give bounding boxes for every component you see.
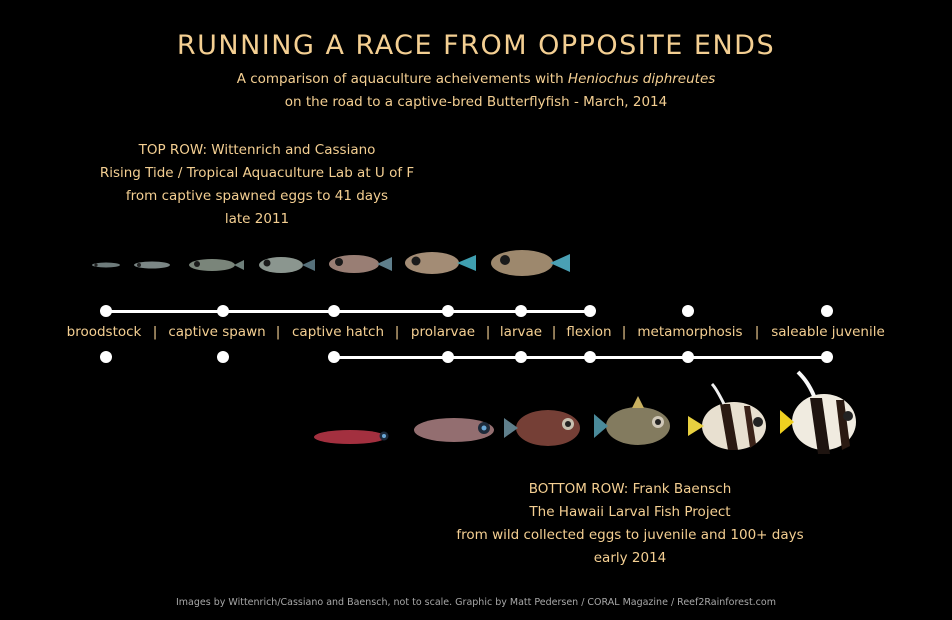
image-credit: Images by Wittenrich/Cassiano and Baensc… xyxy=(176,597,776,608)
top-dot-metamorphosis xyxy=(682,305,694,317)
stage-prolarvae: prolarvae xyxy=(410,324,476,340)
bottom-dot-broodstock xyxy=(100,351,112,363)
stage-larvae: larvae xyxy=(499,324,543,340)
top-dot-captive-spawn xyxy=(217,305,229,317)
top-dot-flexion xyxy=(584,305,596,317)
bottom-fish-5-image xyxy=(688,382,766,450)
top-dot-captive-hatch xyxy=(328,305,340,317)
bottom-caption-line-1: BOTTOM ROW: Frank Baensch xyxy=(528,481,732,497)
stage-separator: | xyxy=(152,324,158,340)
bottom-dot-prolarvae xyxy=(442,351,454,363)
top-fish-5-image xyxy=(329,255,392,273)
stage-separator: | xyxy=(551,324,557,340)
subtitle: A comparison of aquaculture acheivements… xyxy=(0,68,952,114)
stage-separator: | xyxy=(394,324,400,340)
bottom-dot-saleable-juvenile xyxy=(821,351,833,363)
top-fish-6-image xyxy=(405,252,476,274)
stage-captive-hatch: captive hatch xyxy=(292,324,384,340)
top-fish-4-image xyxy=(259,257,315,273)
stage-saleable-juvenile: saleable juvenile xyxy=(771,324,885,340)
stage-labels: broodstock | captive spawn | captive hat… xyxy=(0,324,952,344)
bottom-caption-line-4: early 2014 xyxy=(593,550,667,566)
bottom-dot-larvae xyxy=(515,351,527,363)
bottom-dot-captive-hatch xyxy=(328,351,340,363)
stage-separator: | xyxy=(275,324,281,340)
top-fish-2-image xyxy=(134,261,170,269)
species-name: Heniochus diphreutes xyxy=(567,71,716,87)
stage-captive-spawn: captive spawn xyxy=(168,324,266,340)
stage-metamorphosis: metamorphosis xyxy=(637,324,743,340)
top-fish-7-image xyxy=(491,250,570,276)
subtitle-line-1: A comparison of aquaculture acheivements… xyxy=(0,68,952,91)
subtitle-prefix: A comparison of aquaculture acheivements… xyxy=(236,71,568,87)
bottom-fish-1-image xyxy=(314,430,389,444)
stage-separator: | xyxy=(754,324,760,340)
top-fish-1-image xyxy=(92,262,120,268)
top-row-caption: TOP ROW: Wittenrich and Cassiano Rising … xyxy=(72,139,442,231)
bottom-fish-6-image xyxy=(780,370,856,454)
bottom-dot-captive-spawn xyxy=(217,351,229,363)
top-caption-line-1: TOP ROW: Wittenrich and Cassiano xyxy=(138,142,376,158)
top-caption-line-2: Rising Tide / Tropical Aquaculture Lab a… xyxy=(99,165,415,181)
top-caption-line-4: late 2011 xyxy=(224,211,290,227)
top-dot-saleable-juvenile xyxy=(821,305,833,317)
top-fish-3-image xyxy=(189,259,244,271)
subtitle-line-2: on the road to a captive-bred Butterflyf… xyxy=(284,94,668,110)
page-title: RUNNING A RACE FROM OPPOSITE ENDS xyxy=(176,30,776,61)
bottom-fish-3-image xyxy=(504,410,580,446)
top-caption-line-3: from captive spawned eggs to 41 days xyxy=(125,188,389,204)
stage-separator: | xyxy=(621,324,627,340)
bottom-row-caption: BOTTOM ROW: Frank Baensch The Hawaii Lar… xyxy=(430,478,830,570)
bottom-dot-metamorphosis xyxy=(682,351,694,363)
top-timeline-line xyxy=(106,310,591,313)
bottom-fish-2-image xyxy=(414,418,494,442)
bottom-caption-line-2: The Hawaii Larval Fish Project xyxy=(529,504,731,520)
bottom-fish-4-image xyxy=(594,396,670,445)
bottom-caption-line-3: from wild collected eggs to juvenile and… xyxy=(456,527,804,543)
stage-broodstock: broodstock xyxy=(66,324,142,340)
top-dot-broodstock xyxy=(100,305,112,317)
stage-separator: | xyxy=(485,324,491,340)
bottom-timeline-line xyxy=(334,356,828,359)
stage-flexion: flexion xyxy=(566,324,612,340)
bottom-dot-flexion xyxy=(584,351,596,363)
top-dot-larvae xyxy=(515,305,527,317)
top-dot-prolarvae xyxy=(442,305,454,317)
